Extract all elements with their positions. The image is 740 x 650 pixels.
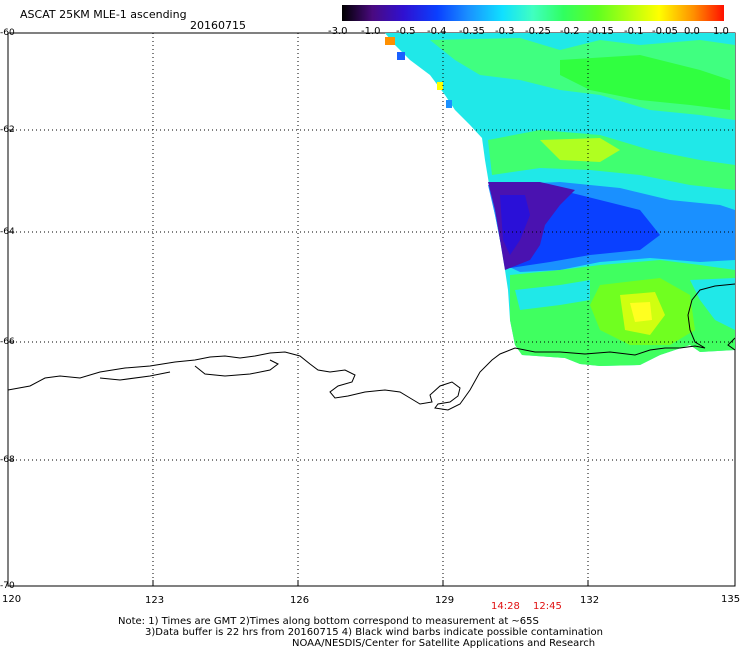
colorbar-label: -0.2 — [560, 26, 580, 37]
footer-note: Note: 1) Times are GMT 2)Times along bot… — [118, 616, 539, 627]
x-axis-label: 135 — [721, 594, 740, 605]
colorbar-label: -0.15 — [588, 26, 614, 37]
y-axis-label: -68 — [0, 455, 15, 465]
footer-note: 3)Data buffer is 22 hrs from 20160715 4)… — [145, 627, 603, 638]
colorbar-label: 0.0 — [684, 26, 700, 37]
pass-time: 14:28 — [491, 601, 520, 612]
y-axis-label: -62 — [0, 125, 15, 135]
y-axis-label: -70 — [0, 581, 15, 591]
coastline — [7, 283, 736, 411]
colorbar-label: -0.1 — [624, 26, 644, 37]
colorbar-label: -0.5 — [396, 26, 416, 37]
colorbar-label: -0.3 — [495, 26, 515, 37]
y-axis-label: -66 — [0, 337, 15, 347]
coastline-west-inlet — [99, 371, 171, 381]
colorbar-label: -0.05 — [652, 26, 678, 37]
axis-ticks — [8, 32, 589, 587]
colorbar-label: -0.25 — [525, 26, 551, 37]
map-title: ASCAT 25KM MLE-1 ascending — [20, 8, 187, 21]
x-axis-label: 129 — [435, 595, 455, 606]
pass-time: 12:45 — [533, 601, 562, 612]
grid-lines — [8, 33, 735, 586]
x-axis-label: 123 — [145, 595, 165, 606]
y-axis-label: -64 — [0, 227, 15, 237]
coastline-inlet — [194, 359, 279, 377]
footer-credit: NOAA/NESDIS/Center for Satellite Applica… — [292, 638, 596, 649]
coastline-east — [727, 337, 736, 351]
colorbar-label: -3.0 — [328, 26, 348, 37]
x-axis-label: 126 — [290, 595, 310, 606]
y-axis-label: -60 — [0, 28, 15, 38]
x-axis-label: 132 — [580, 595, 600, 606]
colorbar-label: -0.4 — [427, 26, 447, 37]
colorbar — [342, 5, 724, 21]
colorbar-label: 1.0 — [713, 26, 729, 37]
map-date: 20160715 — [190, 19, 246, 32]
data-swath — [385, 33, 735, 366]
x-axis-label: 120 — [2, 594, 22, 605]
colorbar-label: -1.0 — [361, 26, 381, 37]
colorbar-label: -0.35 — [459, 26, 485, 37]
